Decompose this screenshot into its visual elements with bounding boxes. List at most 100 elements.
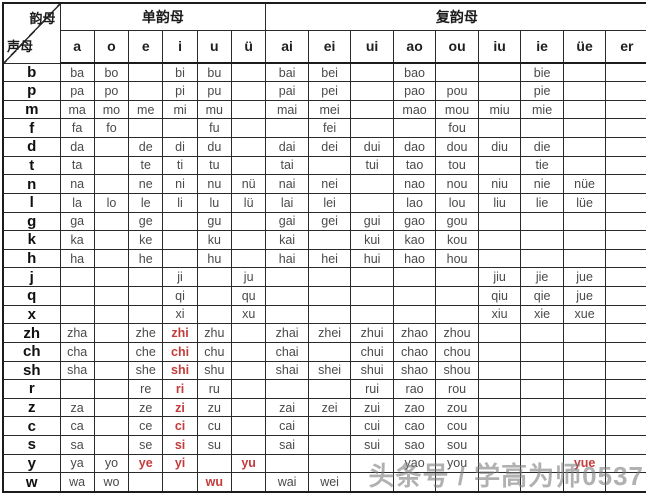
cell-q-ui <box>350 286 394 306</box>
cell-d-i: di <box>162 137 198 157</box>
col-header-üe: üe <box>562 29 607 64</box>
cell-n-ou: nou <box>435 174 479 194</box>
cell-t-ou: tou <box>435 155 479 176</box>
row-header-l: l <box>2 192 61 213</box>
cell-r-ao: rao <box>392 379 437 399</box>
cell-t-er <box>605 155 646 176</box>
cell-x-ie: xie <box>520 304 564 325</box>
cell-k-o <box>93 230 130 250</box>
cell-m-ü <box>230 99 267 120</box>
cell-l-ai: lai <box>265 192 309 213</box>
cell-q-i: qi <box>162 286 198 306</box>
row-header-w: w <box>2 472 61 493</box>
cell-s-ai: sai <box>265 435 309 455</box>
cell-r-ü <box>230 379 267 399</box>
cell-t-üe <box>562 155 607 176</box>
cell-m-iu: miu <box>477 99 522 120</box>
cell-ch-ou: chou <box>435 341 479 362</box>
cell-zh-er <box>605 323 646 343</box>
cell-ch-üe <box>562 341 607 362</box>
cell-z-a: za <box>59 397 95 418</box>
cell-j-ü: ju <box>230 267 267 287</box>
cell-s-ie <box>520 435 564 455</box>
cell-sh-e: she <box>128 360 164 381</box>
cell-ch-i: chi <box>162 341 198 362</box>
cell-z-üe <box>562 397 607 418</box>
cell-j-i: ji <box>162 267 198 287</box>
cell-q-ao <box>392 286 437 306</box>
col-header-u: u <box>196 29 232 64</box>
cell-w-ie <box>520 472 564 493</box>
cell-h-a: ha <box>59 248 95 269</box>
cell-t-ao: tao <box>392 155 437 176</box>
cell-g-ui: gui <box>350 211 394 232</box>
row-ch: ch cha che chi chu chai chui chao chou <box>2 341 646 362</box>
cell-zh-i: zhi <box>162 323 198 343</box>
cell-s-ao: sao <box>392 435 437 455</box>
cell-sh-a: sha <box>59 360 95 381</box>
cell-f-a: fa <box>59 118 95 138</box>
cell-t-ui: tui <box>350 155 394 176</box>
cell-g-ou: gou <box>435 211 479 232</box>
cell-h-i <box>162 248 198 269</box>
cell-sh-iu <box>477 360 522 381</box>
cell-r-ei <box>307 379 352 399</box>
cell-m-ao: mao <box>392 99 437 120</box>
cell-y-ü: yu <box>230 453 267 474</box>
cell-r-üe <box>562 379 607 399</box>
cell-d-u: du <box>196 137 232 157</box>
cell-n-er <box>605 174 646 194</box>
group-header-compound-finals: 复韵母 <box>265 2 646 31</box>
cell-w-ü <box>230 472 267 493</box>
col-header-a: a <box>59 29 95 64</box>
cell-q-e <box>128 286 164 306</box>
cell-b-iu <box>477 62 522 83</box>
row-header-q: q <box>2 286 61 306</box>
cell-s-ü <box>230 435 267 455</box>
cell-w-ai: wai <box>265 472 309 493</box>
cell-k-ei <box>307 230 352 250</box>
table-header: 韵母 声母 单韵母 复韵母 a o e i u ü ai ei ui ao ou iu ie üe er <box>2 2 646 64</box>
cell-zh-ao: zhao <box>392 323 437 343</box>
cell-k-ü <box>230 230 267 250</box>
cell-d-üe <box>562 137 607 157</box>
cell-j-ao <box>392 267 437 287</box>
cell-y-ui <box>350 453 394 474</box>
cell-h-o <box>93 248 130 269</box>
cell-w-ao <box>392 472 437 493</box>
cell-s-u: su <box>196 435 232 455</box>
row-header-k: k <box>2 230 61 250</box>
cell-z-e: ze <box>128 397 164 418</box>
row-header-x: x <box>2 304 61 325</box>
row-m: m ma mo me mi mu mai mei mao mou miu mie <box>2 99 646 120</box>
cell-s-e: se <box>128 435 164 455</box>
cell-c-üe <box>562 416 607 436</box>
cell-y-ei <box>307 453 352 474</box>
cell-j-ui <box>350 267 394 287</box>
cell-sh-i: shi <box>162 360 198 381</box>
cell-sh-üe <box>562 360 607 381</box>
cell-n-üe: nüe <box>562 174 607 194</box>
cell-f-iu <box>477 118 522 138</box>
cell-x-üe: xue <box>562 304 607 325</box>
cell-b-i: bi <box>162 62 198 83</box>
cell-c-e: ce <box>128 416 164 436</box>
cell-zh-u: zhu <box>196 323 232 343</box>
cell-h-üe <box>562 248 607 269</box>
cell-s-ei <box>307 435 352 455</box>
row-header-z: z <box>2 397 61 418</box>
cell-k-üe <box>562 230 607 250</box>
cell-q-o <box>93 286 130 306</box>
cell-f-ou: fou <box>435 118 479 138</box>
cell-h-iu <box>477 248 522 269</box>
cell-r-iu <box>477 379 522 399</box>
cell-j-er <box>605 267 646 287</box>
cell-w-i <box>162 472 198 493</box>
cell-m-o: mo <box>93 99 130 120</box>
col-header-i: i <box>162 29 198 64</box>
row-h: h ha he hu hai hei hui hao hou <box>2 248 646 269</box>
cell-w-e <box>128 472 164 493</box>
cell-y-üe: yue <box>562 453 607 474</box>
cell-d-er <box>605 137 646 157</box>
row-header-ch: ch <box>2 341 61 362</box>
